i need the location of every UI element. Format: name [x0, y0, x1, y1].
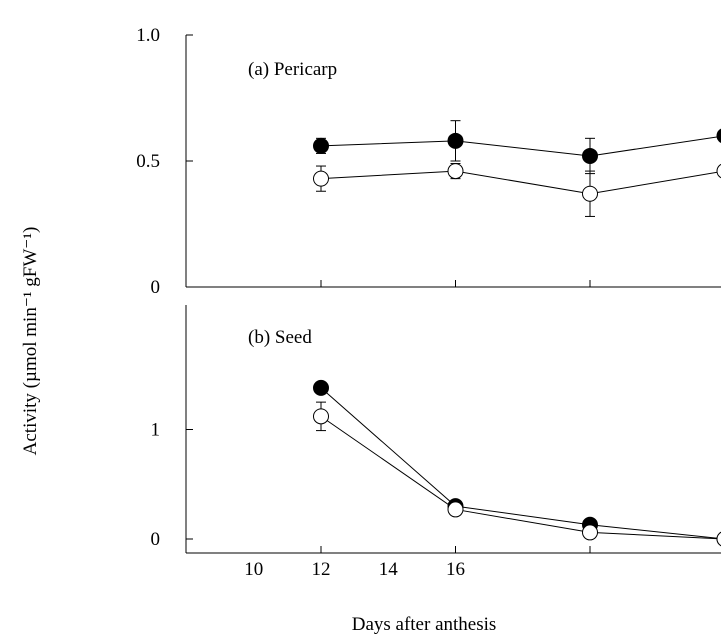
- y-tick-label: 0: [151, 277, 161, 298]
- series-line-filled: [320, 387, 721, 540]
- x-tick-label: 14: [379, 559, 399, 580]
- x-tick-label: 16: [446, 559, 465, 580]
- panel-label-pericarp: (a) Pericarp: [248, 59, 337, 80]
- data-point-open: [716, 531, 721, 547]
- data-point-filled: [582, 147, 598, 164]
- data-point-open: [313, 170, 329, 187]
- data-point-open: [582, 524, 598, 541]
- x-tick-label: 10: [244, 559, 263, 580]
- data-point-open: [716, 163, 721, 179]
- series-line-filled: [320, 135, 721, 157]
- data-point-open: [447, 501, 464, 518]
- data-point-open: [582, 185, 598, 202]
- series-line-open: [320, 170, 721, 195]
- series-line-open: [320, 415, 721, 540]
- data-point-filled: [447, 132, 464, 149]
- x-tick-label: 12: [312, 559, 331, 580]
- panel-seed: (b) Seed 0 1: [151, 305, 721, 554]
- data-point-filled: [313, 137, 329, 154]
- data-point-filled: [313, 379, 329, 396]
- data-point-open: [313, 408, 329, 425]
- y-tick-label: 1: [151, 420, 161, 441]
- panel-label-seed: (b) Seed: [248, 327, 312, 348]
- panel-pericarp: (a) Pericarp 0 0.5 1.0: [136, 25, 721, 298]
- x-axis-title: Days after anthesis: [352, 614, 497, 635]
- y-tick-label: 0: [151, 529, 161, 550]
- data-point-filled: [716, 128, 721, 143]
- data-point-open: [447, 163, 464, 180]
- y-tick-label: 1.0: [136, 25, 160, 46]
- y-axis-title: Activity (µmol min⁻¹ gFW⁻¹): [20, 227, 41, 456]
- y-tick-label: 0.5: [136, 151, 160, 172]
